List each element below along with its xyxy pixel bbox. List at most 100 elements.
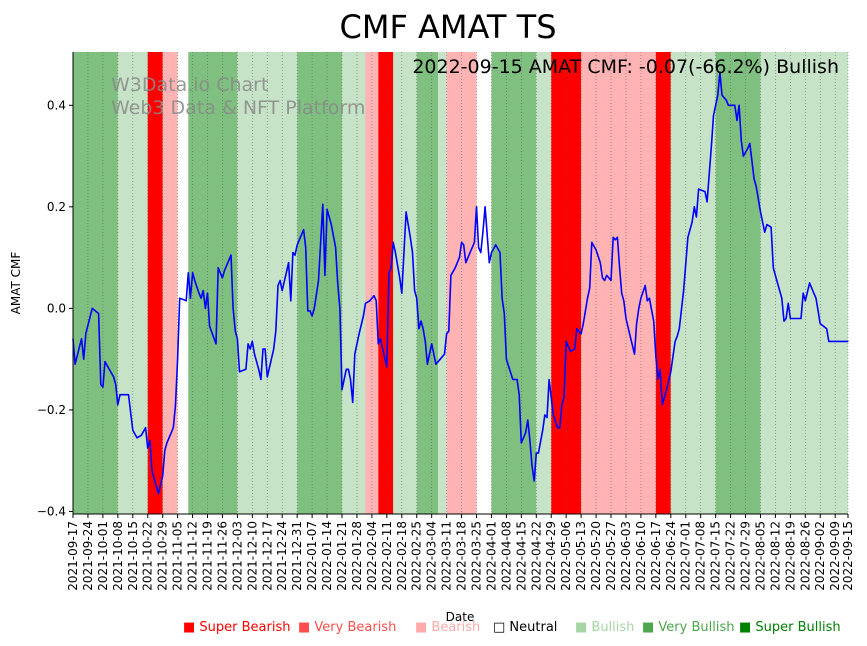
data-point	[458, 257, 461, 259]
data-point	[661, 404, 663, 406]
data-point	[311, 315, 313, 317]
data-point	[473, 241, 475, 243]
data-point	[392, 241, 394, 243]
data-point	[636, 323, 638, 325]
regime-band-super-bearish	[147, 52, 163, 514]
x-tick-label: 2022-06-03	[619, 521, 633, 591]
data-point	[307, 310, 309, 312]
data-point	[623, 300, 625, 302]
data-point	[738, 104, 740, 106]
regime-band-bullish	[760, 52, 848, 514]
data-point	[518, 394, 520, 396]
data-point	[646, 300, 648, 302]
data-point	[454, 267, 456, 269]
data-point	[495, 244, 497, 246]
data-point	[828, 340, 830, 342]
x-tick-label: 2021-11-26	[215, 521, 229, 591]
y-tick-label: 0.0	[47, 301, 66, 315]
data-point	[604, 279, 606, 282]
data-point	[411, 251, 414, 254]
regime-band-bullish	[536, 52, 552, 514]
x-tick-label: 2021-09-24	[81, 521, 95, 591]
x-tick-label: 2022-09-09	[828, 521, 842, 591]
data-point	[418, 328, 420, 330]
data-point	[117, 404, 119, 406]
data-point	[589, 287, 591, 289]
data-point	[569, 350, 572, 353]
regime-band-neutral	[476, 52, 492, 514]
x-tick-label: 2021-12-10	[245, 521, 259, 591]
x-tick-label: 2021-10-29	[156, 521, 170, 591]
x-tick-label: 2022-08-26	[798, 521, 812, 591]
legend-item-super-bullish: ■ Super Bullish	[739, 620, 841, 635]
data-point	[221, 277, 224, 279]
x-tick-label: 2022-01-14	[320, 521, 334, 591]
x-tick-label: 2021-12-03	[230, 521, 244, 591]
legend-item-very-bullish: ■ Very Bullish	[642, 620, 735, 635]
data-point	[388, 272, 390, 274]
data-point	[781, 297, 783, 299]
data-point	[766, 224, 768, 226]
data-point	[230, 254, 232, 256]
data-point	[164, 449, 166, 452]
data-point	[749, 142, 751, 144]
data-point	[443, 353, 446, 355]
data-point	[102, 386, 104, 388]
x-tick-label: 2022-05-20	[589, 521, 603, 591]
cmf-series	[72, 71, 849, 495]
x-tick-label: 2022-03-25	[470, 521, 484, 591]
x-tick-label: 2022-09-15	[841, 521, 855, 591]
data-point	[595, 249, 597, 251]
data-point	[542, 429, 544, 431]
x-axis-label: Date	[446, 610, 475, 624]
data-point	[687, 236, 689, 238]
data-point	[764, 231, 766, 233]
data-point	[324, 274, 326, 276]
regime-band-neutral	[177, 52, 189, 514]
data-point	[561, 404, 563, 406]
data-point	[288, 262, 290, 264]
x-tick-label: 2022-08-05	[753, 521, 767, 591]
data-point	[232, 307, 234, 309]
data-point	[499, 251, 501, 254]
data-point	[98, 312, 100, 315]
watermark-line-2: Web3 Data & NFT Platform	[111, 97, 365, 119]
data-point	[599, 262, 601, 264]
x-tick-label: 2022-03-18	[455, 521, 469, 591]
data-point	[204, 307, 206, 309]
data-point	[565, 340, 567, 342]
data-point	[776, 282, 779, 284]
data-point	[330, 224, 332, 226]
y-tick-label: 0.4	[47, 98, 66, 112]
data-point	[503, 312, 505, 315]
regime-bands	[73, 52, 848, 514]
data-point	[262, 348, 264, 350]
regime-band-very-bullish	[73, 52, 118, 514]
data-point	[234, 330, 236, 332]
data-point	[546, 416, 548, 419]
data-point	[548, 378, 550, 381]
data-point	[305, 246, 307, 249]
data-point	[439, 358, 441, 360]
data-point	[281, 290, 283, 292]
data-point	[275, 330, 277, 332]
data-point	[721, 94, 723, 96]
data-point	[759, 211, 762, 213]
data-point	[819, 323, 821, 325]
data-point	[516, 378, 518, 381]
data-point	[420, 320, 422, 322]
data-point	[174, 404, 177, 406]
y-tick-label: −0.4	[37, 504, 66, 518]
data-point	[362, 315, 364, 317]
regime-band-very-bullish	[297, 52, 343, 514]
data-point	[379, 338, 382, 340]
data-point	[608, 277, 610, 279]
x-tick-label: 2021-11-19	[201, 521, 215, 591]
data-point	[475, 206, 478, 208]
watermark-line-1: W3Data.io Chart	[111, 74, 268, 96]
data-point	[236, 338, 238, 340]
x-tick-label: 2021-10-15	[126, 521, 140, 591]
data-point	[364, 302, 367, 304]
data-point	[606, 274, 608, 276]
data-point	[279, 279, 281, 282]
